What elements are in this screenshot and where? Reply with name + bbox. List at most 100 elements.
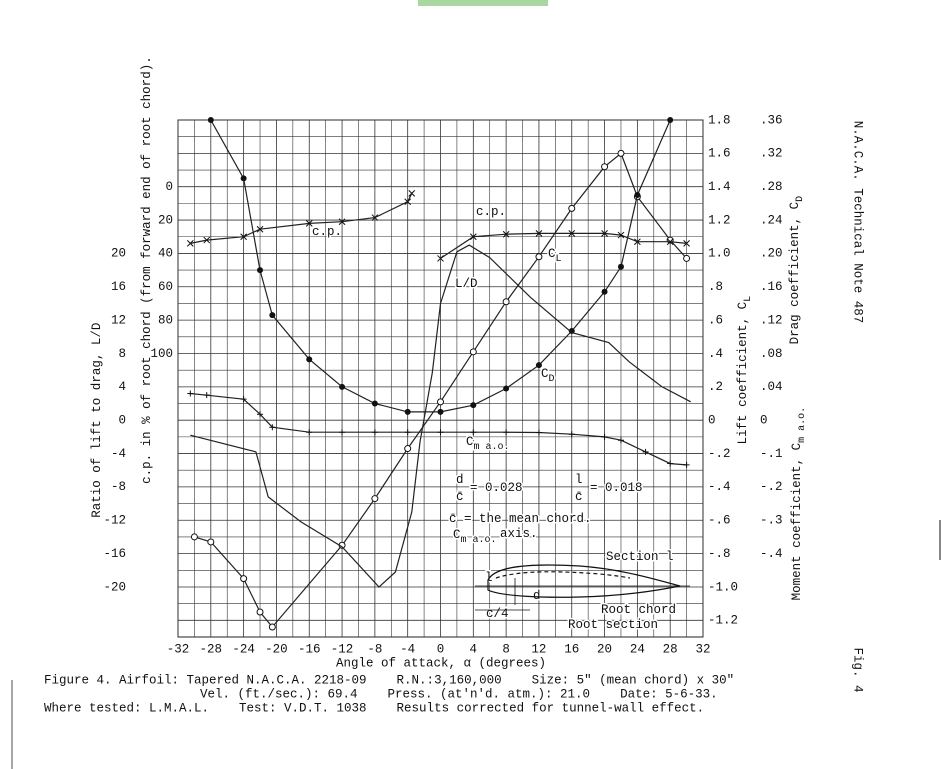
y-axis-label: Ratio of lift to drag, L/D — [90, 323, 104, 518]
axis-label-sub: m a.o. — [797, 407, 808, 443]
y-tick-label: .28 — [760, 180, 783, 194]
point — [437, 398, 444, 406]
annotation-text: Root section — [568, 618, 658, 632]
y-tick-label: .36 — [760, 113, 783, 127]
y-tick-label: -12 — [103, 514, 126, 528]
point — [469, 233, 477, 241]
caption-line: Where tested: L.M.A.L. Test: V.D.T. 1038… — [44, 701, 704, 715]
point — [617, 263, 624, 270]
point — [305, 220, 313, 227]
y-tick-label: .6 — [708, 313, 723, 327]
point — [683, 254, 691, 262]
y-tick-label: 0 — [760, 413, 768, 427]
y-tick-label: 20 — [111, 247, 126, 261]
point — [268, 623, 276, 631]
y-tick-label: -1.2 — [708, 614, 738, 628]
annotation-text: l — [575, 473, 583, 487]
point — [568, 431, 575, 438]
annotation-sub: D — [549, 374, 555, 385]
annotation-text: C — [548, 247, 556, 261]
y-tick-label: 1.0 — [708, 247, 731, 261]
annotation: c.p. — [476, 205, 506, 219]
axis-label-text: Moment coefficient, C — [790, 443, 804, 601]
point — [257, 411, 264, 418]
point — [601, 433, 608, 440]
y-tick-label: 0 — [165, 180, 173, 194]
annotation-text: = 0.018 — [590, 481, 643, 495]
point — [371, 214, 379, 221]
annotation: CL — [548, 247, 562, 264]
point — [187, 390, 194, 397]
point — [503, 429, 510, 436]
point — [207, 117, 214, 123]
point — [683, 240, 690, 247]
y-tick-label: 20 — [158, 213, 173, 227]
point — [634, 238, 641, 246]
point — [256, 608, 264, 616]
y-tick-label: .12 — [760, 313, 783, 327]
annotation-text: c̄ — [456, 490, 464, 504]
point — [617, 231, 625, 239]
x-tick-label: 28 — [663, 642, 678, 656]
y-tick-label: 1.6 — [708, 147, 731, 161]
point — [437, 429, 444, 436]
x-tick-label: -20 — [265, 642, 288, 656]
point — [339, 383, 346, 390]
x-tick-label: -12 — [331, 642, 354, 656]
point — [371, 429, 378, 436]
point — [535, 429, 542, 436]
airfoil-sketch — [475, 564, 690, 611]
annotation: = 0.028 — [470, 481, 523, 495]
point — [339, 429, 346, 436]
annotation-text: Root chord — [601, 603, 676, 617]
point — [240, 396, 247, 403]
y-tick-label: -.1 — [760, 447, 783, 461]
x-tick-label: -4 — [400, 642, 415, 656]
annotation-text: C — [466, 435, 474, 449]
point — [306, 429, 313, 436]
annotation-text: c̄ = the mean chord. — [449, 512, 592, 526]
y-axis-label: Moment coefficient, Cm a.o. — [790, 407, 807, 601]
x-tick-label: -16 — [298, 642, 321, 656]
point — [408, 190, 416, 197]
point — [240, 575, 248, 583]
annotation-text: L/D — [455, 277, 478, 291]
point — [535, 230, 543, 237]
y-axis-label: c.p. in % of root chord (from forward en… — [140, 56, 154, 484]
annotation: Section l — [606, 550, 674, 564]
annotation: CD — [541, 367, 555, 384]
annotation-text: c.p. — [476, 205, 506, 219]
annotation-text: C — [453, 528, 461, 542]
annotation-text: Section l — [606, 550, 674, 564]
y-tick-label: 40 — [158, 247, 173, 261]
axis-label-text: Ratio of lift to drag, L/D — [90, 323, 104, 518]
y-tick-label: .04 — [760, 380, 783, 394]
y-tick-label: 4 — [118, 380, 126, 394]
point — [186, 240, 194, 247]
y-tick-label: 1.8 — [708, 113, 731, 127]
annotation: c.p. — [312, 225, 342, 239]
section-line — [495, 571, 631, 579]
point — [667, 117, 674, 123]
point — [642, 448, 649, 455]
point — [269, 424, 276, 431]
annotation: L/D — [455, 277, 478, 291]
x-axis-label: Angle of attack, α (degrees) — [336, 656, 546, 670]
point — [535, 362, 542, 369]
y-tick-label: -20 — [103, 580, 126, 594]
point — [470, 429, 477, 436]
caption-line: Figure 4. Airfoil: Tapered N.A.C.A. 2218… — [44, 673, 734, 687]
annotation: l — [575, 473, 583, 487]
point — [617, 437, 624, 444]
y-tick-label: 0 — [708, 413, 716, 427]
point — [203, 392, 210, 399]
y-tick-label: .2 — [708, 380, 723, 394]
y-tick-label: 80 — [158, 313, 173, 327]
point — [568, 204, 576, 212]
axis-label-text: Lift coefficient, C — [736, 302, 750, 445]
annotation-text: c/4 — [486, 607, 509, 621]
point — [306, 356, 313, 363]
y-tick-label: .08 — [760, 347, 783, 361]
point — [634, 192, 641, 199]
axis-label-text: Drag coefficient, C — [788, 202, 802, 345]
